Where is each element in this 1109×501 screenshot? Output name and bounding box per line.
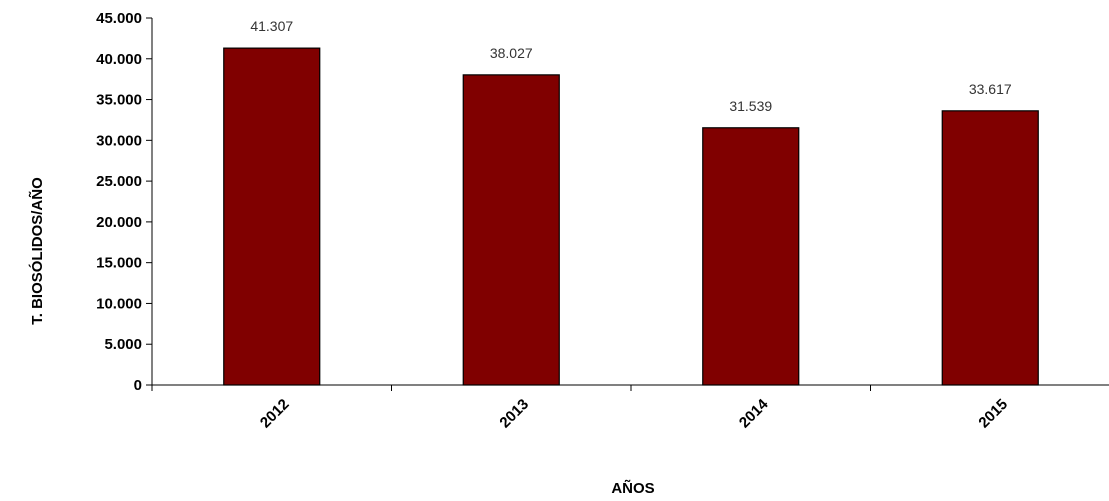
y-tick-label: 0 bbox=[134, 377, 142, 394]
bars bbox=[223, 47, 1039, 386]
data-label: 31.539 bbox=[729, 98, 772, 114]
data-label: 38.027 bbox=[490, 45, 533, 61]
bar bbox=[462, 74, 560, 386]
bar bbox=[702, 127, 800, 386]
x-tick-label: 2015 bbox=[975, 396, 1011, 432]
y-tick-label: 40.000 bbox=[96, 51, 142, 68]
data-label: 33.617 bbox=[969, 81, 1012, 97]
y-axis-title: T. BIOSÓLIDOS/AÑO bbox=[28, 177, 46, 325]
y-tick-label: 45.000 bbox=[96, 10, 142, 27]
bar bbox=[941, 110, 1039, 386]
x-tick-label: 2012 bbox=[257, 396, 293, 432]
y-tick-label: 5.000 bbox=[104, 336, 142, 353]
y-axis: 0 5.000 10.000 15.000 20.000 25.000 30.000 35.0… bbox=[96, 10, 153, 394]
x-axis-title: AÑOS bbox=[611, 479, 654, 497]
y-tick-label: 30.000 bbox=[96, 132, 142, 149]
x-tick-label: 2014 bbox=[736, 395, 772, 431]
data-label: 41.307 bbox=[250, 18, 293, 34]
y-tick-label: 35.000 bbox=[96, 92, 142, 109]
data-labels: 41.307 38.027 31.539 33.617 bbox=[250, 18, 1012, 114]
y-tick-label: 20.000 bbox=[96, 214, 142, 231]
y-tick-label: 25.000 bbox=[96, 173, 142, 190]
bar bbox=[223, 47, 321, 386]
y-tick-label: 15.000 bbox=[96, 255, 142, 272]
x-axis: 2012 2013 2014 2015 bbox=[151, 384, 1109, 432]
x-tick-label: 2013 bbox=[496, 396, 532, 432]
y-tick-label: 10.000 bbox=[96, 295, 142, 312]
